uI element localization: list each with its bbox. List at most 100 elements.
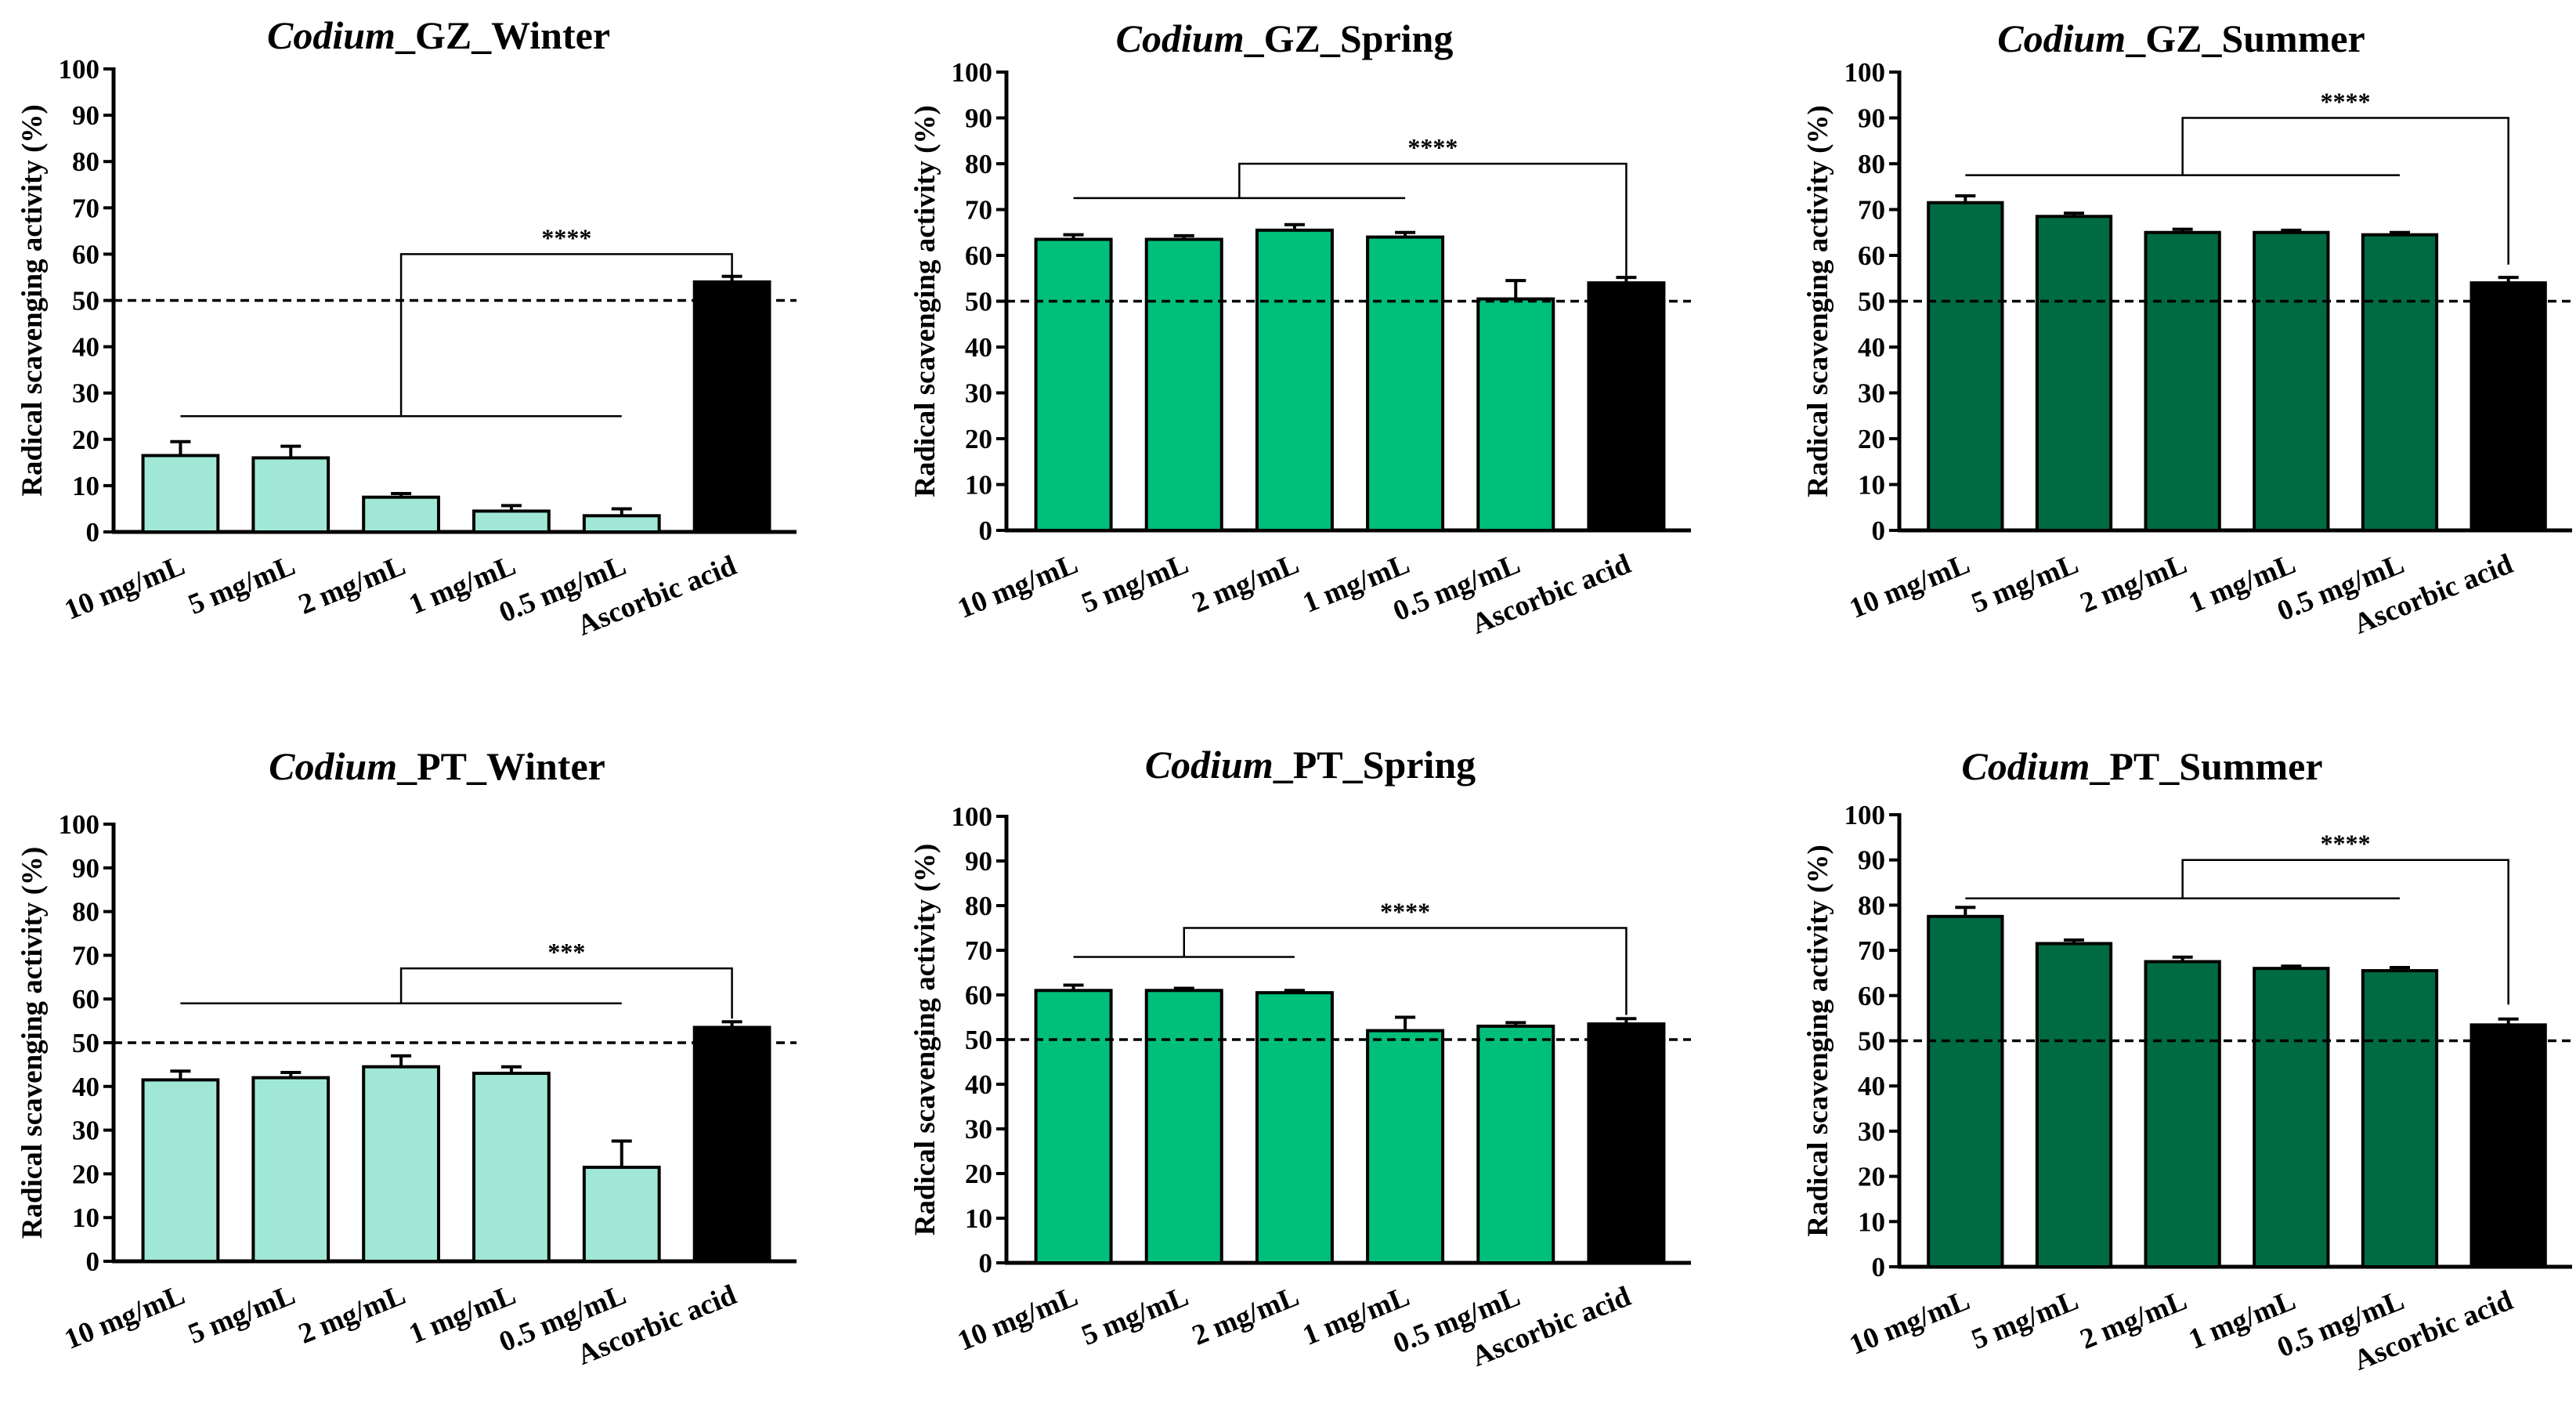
bar-6 (692, 1025, 771, 1263)
x-category-label: 10 mg/mL (1845, 1284, 1974, 1361)
y-tick-label: 0 (1872, 1252, 1886, 1282)
y-tick-label: 60 (1858, 981, 1885, 1011)
bar-1 (141, 454, 220, 534)
y-tick-label: 50 (1858, 287, 1885, 317)
x-category-label: 2 mg/mL (2076, 548, 2191, 620)
y-tick-label: 60 (965, 980, 992, 1011)
y-axis-label: Radical scavenging activity (%) (909, 844, 941, 1235)
y-tick-label: 10 (72, 1203, 99, 1233)
bar-3 (1255, 228, 1334, 532)
y-tick-label: 70 (1858, 195, 1885, 226)
bar-1 (1927, 201, 2004, 532)
y-tick-label: 70 (72, 940, 99, 971)
y-tick-label: 90 (1858, 103, 1885, 134)
y-tick-label: 40 (965, 1069, 992, 1100)
bar-4 (2253, 230, 2330, 532)
y-tick-label: 50 (965, 287, 992, 317)
x-category-label: 5 mg/mL (1077, 548, 1193, 620)
x-category-label: 5 mg/mL (184, 549, 300, 621)
y-tick-label: 90 (1858, 845, 1885, 876)
bar-2 (1144, 237, 1223, 532)
y-tick-label: 90 (72, 853, 99, 884)
bar-3 (1255, 991, 1334, 1265)
y-tick-label: 10 (1858, 1206, 1885, 1237)
chart-title-rest: _PT_Summer (2089, 744, 2322, 788)
chart-title-rest: _GZ_Winter (395, 13, 610, 57)
y-tick-label: 30 (72, 1116, 99, 1146)
y-tick-label: 100 (952, 801, 993, 832)
significance-bracket (1183, 927, 1628, 1015)
x-category-label: 10 mg/mL (953, 548, 1082, 624)
y-tick-label: 30 (965, 1114, 992, 1145)
chart-title-italic: Codium (269, 744, 397, 788)
bar-4 (472, 1072, 551, 1264)
chart-title: Codium_GZ_Winter (267, 13, 610, 57)
x-category-label: 2 mg/mL (294, 549, 410, 621)
bar-5 (1476, 297, 1555, 532)
y-tick-label: 30 (965, 378, 992, 409)
y-tick-label: 20 (1858, 1162, 1885, 1192)
x-category-label: 2 mg/mL (2076, 1284, 2191, 1356)
chart-panel-5: Codium_PT_Spring Radical scavenging activ… (909, 743, 1691, 1373)
bar-5 (582, 514, 661, 534)
x-category-label: 5 mg/mL (1077, 1280, 1193, 1352)
y-tick-label: 50 (72, 286, 99, 316)
y-tick-label: 90 (965, 103, 992, 134)
y-tick-label: 100 (952, 57, 993, 88)
y-tick-label: 80 (965, 891, 992, 921)
bar-4 (1366, 235, 1445, 532)
y-tick-label: 100 (1844, 800, 1886, 830)
y-tick-label: 100 (59, 54, 100, 85)
y-tick-label: 20 (72, 1159, 99, 1189)
y-tick-label: 40 (72, 332, 99, 363)
y-tick-label: 100 (1844, 57, 1886, 88)
bar-2 (2035, 942, 2113, 1268)
significance-label: **** (2321, 88, 2371, 116)
y-tick-label: 70 (965, 195, 992, 226)
chart-title-rest: _GZ_Summer (2125, 16, 2365, 60)
y-tick-label: 30 (72, 378, 99, 409)
y-axis-label: Radical scavenging activity (%) (909, 105, 941, 497)
x-category-label: 10 mg/mL (953, 1280, 1082, 1357)
x-category-label: 2 mg/mL (294, 1279, 410, 1351)
y-tick-label: 70 (72, 193, 99, 223)
y-tick-label: 70 (965, 935, 992, 966)
chart-title: Codium_GZ_Summer (1997, 16, 2365, 60)
y-tick-label: 10 (965, 470, 992, 501)
bar-1 (1034, 989, 1113, 1265)
y-tick-label: 50 (1858, 1026, 1885, 1057)
y-tick-label: 60 (1858, 241, 1885, 271)
y-tick-label: 0 (979, 515, 993, 546)
x-category-label: 2 mg/mL (1187, 548, 1303, 620)
chart-title-rest: _GZ_Spring (1244, 16, 1454, 60)
y-tick-label: 50 (72, 1028, 99, 1058)
y-tick-label: 20 (965, 424, 992, 454)
bar-3 (362, 495, 440, 534)
y-axis-label: Radical scavenging activity (%) (1802, 105, 1834, 497)
bar-2 (2035, 215, 2113, 532)
y-tick-label: 30 (1858, 1116, 1885, 1147)
y-tick-label: 90 (72, 100, 99, 131)
x-category-label: 10 mg/mL (60, 1279, 190, 1355)
significance-bracket (2181, 859, 2509, 1005)
chart-panel-3: Codium_GZ_Summer Radical scavenging activ… (1802, 16, 2572, 641)
y-tick-label: 20 (965, 1159, 992, 1189)
chart-title: Codium_PT_Summer (1961, 744, 2322, 788)
chart-title: Codium_PT_Spring (1145, 743, 1476, 787)
y-tick-label: 0 (86, 517, 100, 548)
y-tick-label: 0 (979, 1248, 993, 1279)
y-tick-label: 80 (72, 146, 99, 177)
x-category-label: 5 mg/mL (184, 1279, 300, 1351)
bar-1 (1034, 237, 1113, 532)
y-tick-label: 80 (965, 149, 992, 179)
y-tick-label: 70 (1858, 935, 1885, 966)
bar-4 (2253, 967, 2330, 1269)
y-axis-label: Radical scavenging activity (%) (16, 847, 49, 1239)
chart-panel-1: Codium_GZ_Winter Radical scavenging activ… (16, 13, 797, 642)
bar-5 (1476, 1024, 1555, 1265)
y-axis-label: Radical scavenging activity (%) (16, 104, 49, 496)
y-tick-label: 20 (1858, 424, 1885, 454)
chart-title-italic: Codium (1145, 743, 1274, 787)
y-tick-label: 20 (72, 425, 99, 455)
